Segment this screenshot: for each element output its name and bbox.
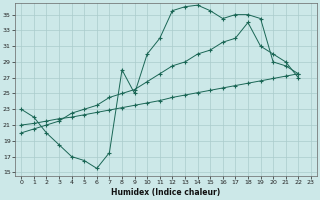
X-axis label: Humidex (Indice chaleur): Humidex (Indice chaleur) bbox=[111, 188, 221, 197]
